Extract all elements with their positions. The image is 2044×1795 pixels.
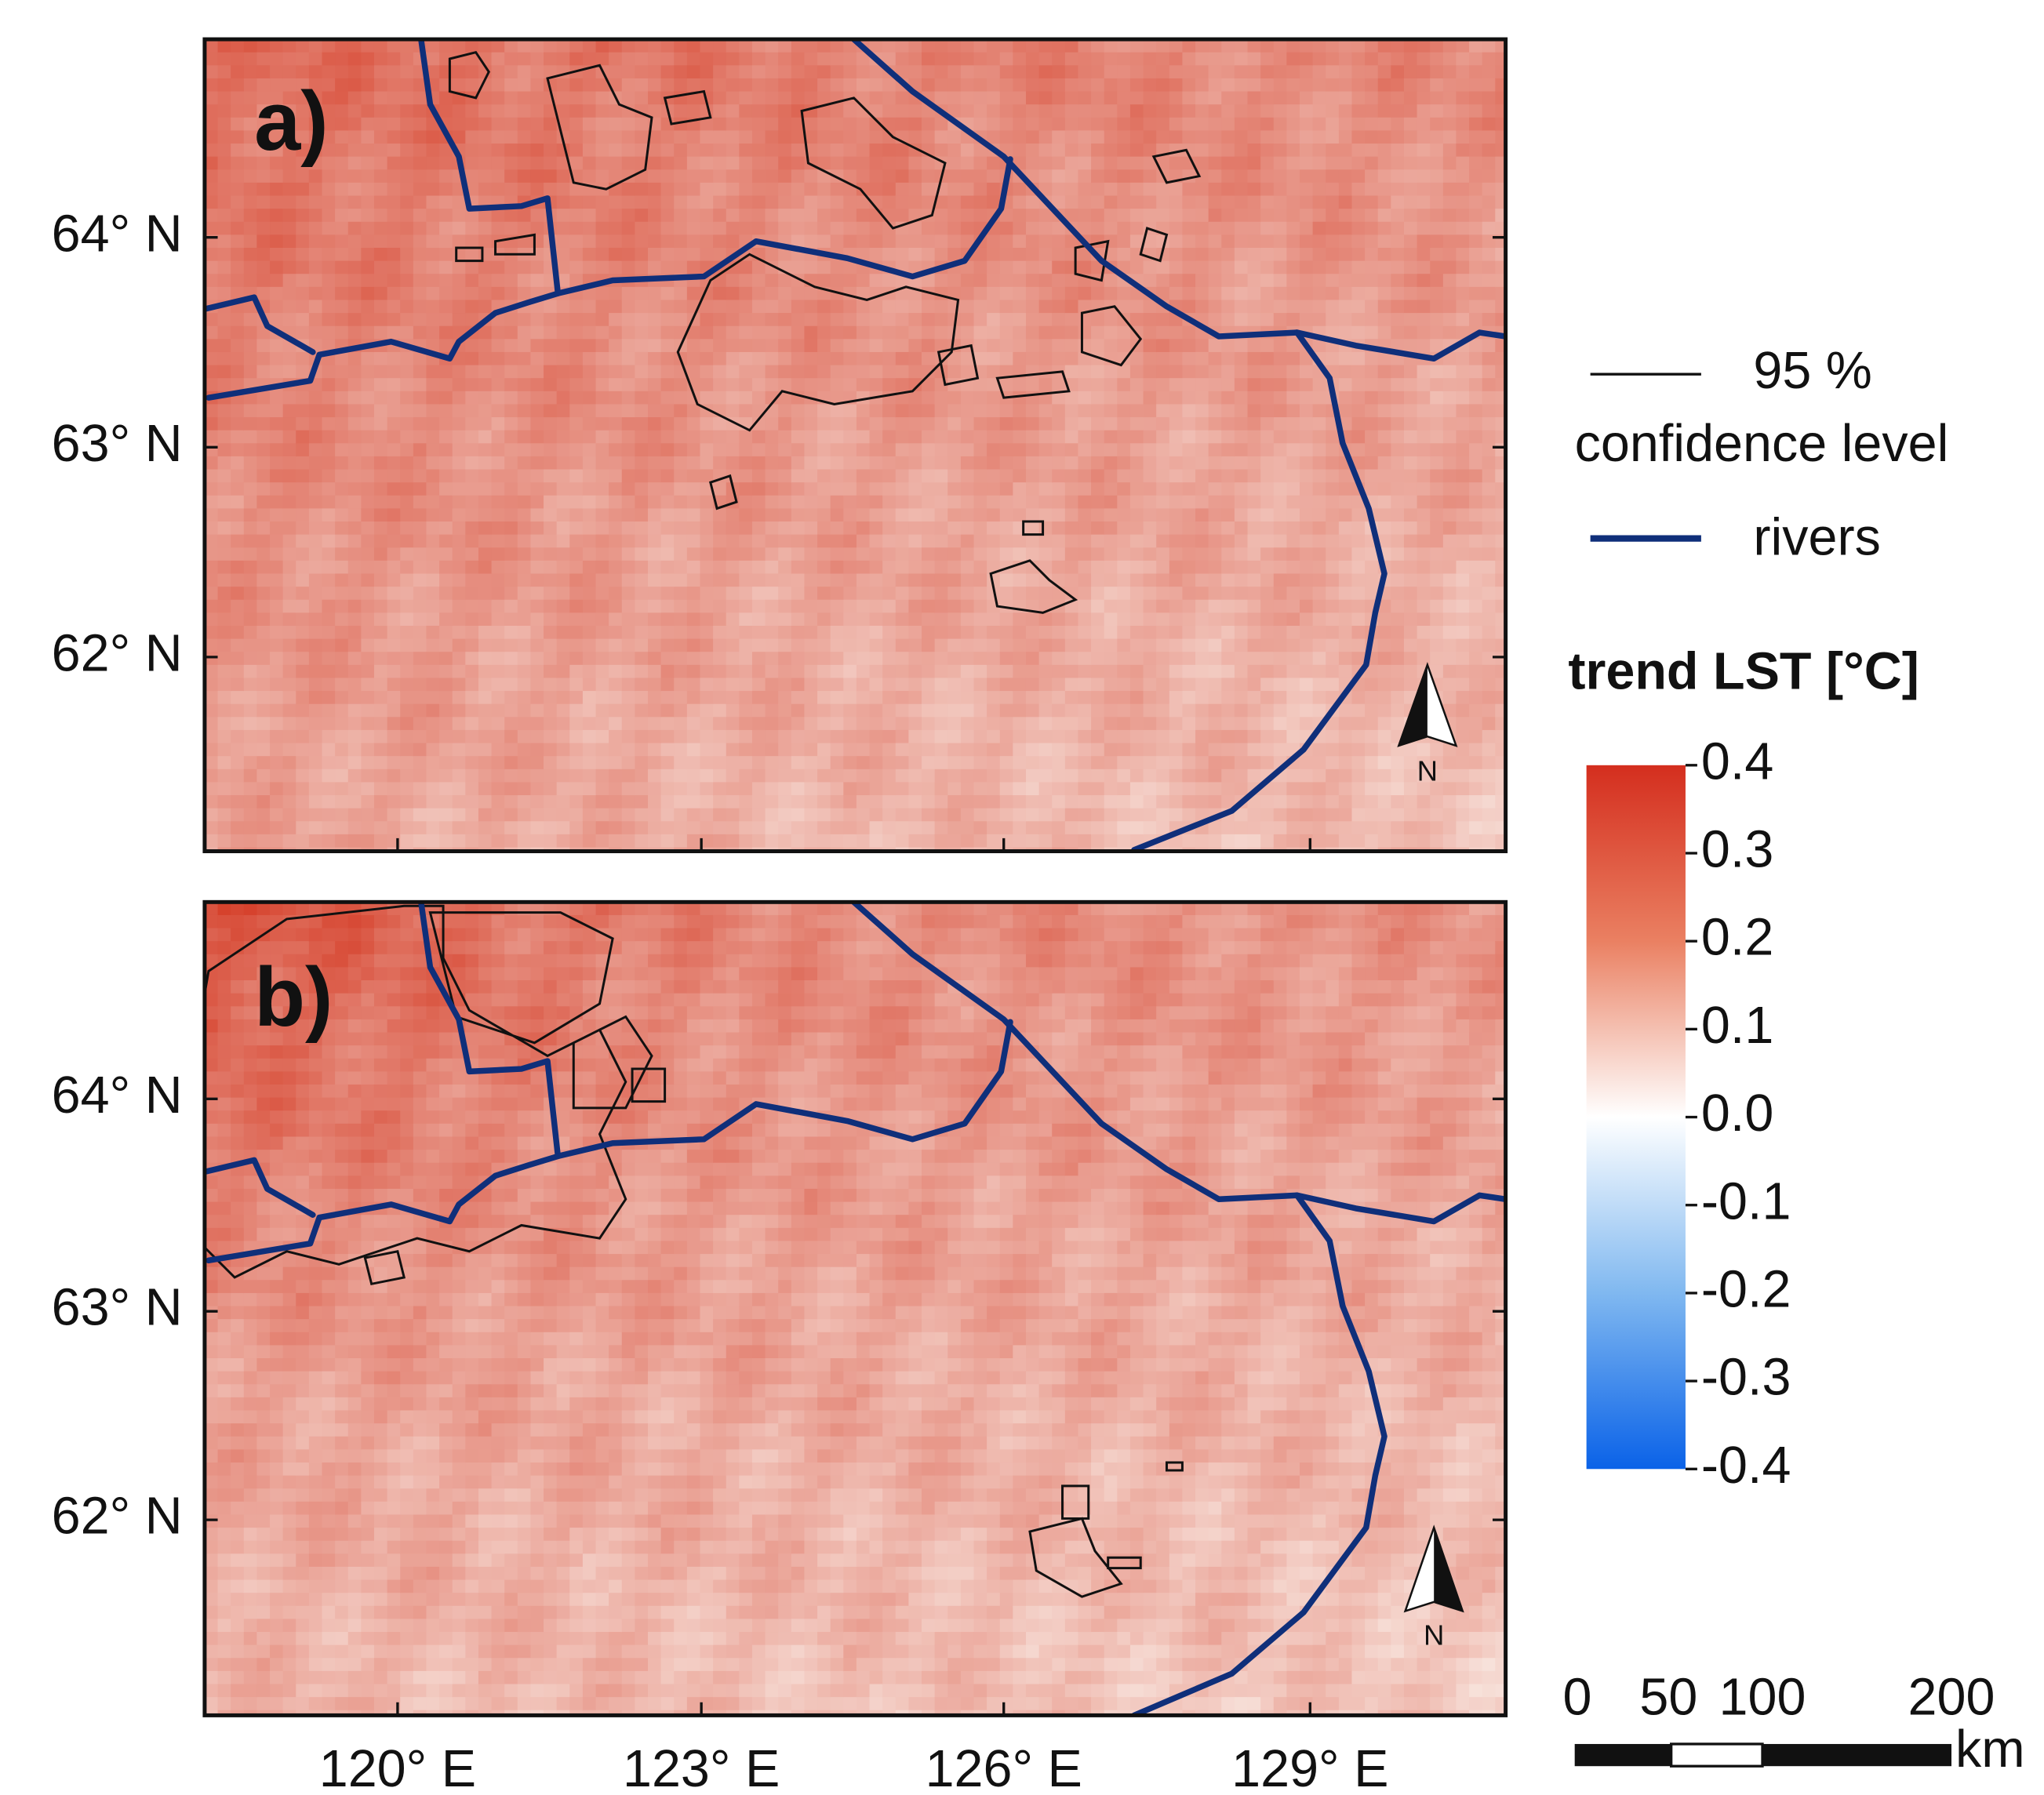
latitude-label: 62° N <box>52 1488 183 1546</box>
latitude-label: 63° N <box>52 415 183 473</box>
scale-label: 100 <box>1719 1669 1806 1727</box>
legend-label: 95 % <box>1753 342 1872 400</box>
latitude-label: 62° N <box>52 624 183 682</box>
colorbar-tick-label: 0.0 <box>1701 1085 1773 1143</box>
latitude-label: 64° N <box>52 205 183 263</box>
legend-label: confidence level <box>1575 415 1949 473</box>
north-label: N <box>1424 1619 1444 1651</box>
longitude-label: 129° E <box>1231 1740 1388 1795</box>
north-label: N <box>1417 754 1438 787</box>
colorbar-tick-label: -0.1 <box>1701 1172 1791 1230</box>
colorbar-tick-label: 0.4 <box>1701 732 1773 790</box>
colorbar-tick-label: -0.2 <box>1701 1260 1791 1318</box>
longitude-label: 120° E <box>319 1740 476 1795</box>
colorbar <box>1587 765 1686 1469</box>
scale-label: 0 <box>1563 1669 1592 1727</box>
scale-unit: km <box>1955 1721 2025 1779</box>
colorbar-tick-label: -0.4 <box>1701 1437 1791 1495</box>
colorbar-title: trend LST [°C] <box>1568 643 1919 701</box>
scale-bar <box>1575 1744 1951 1766</box>
latitude-label: 63° N <box>52 1279 183 1337</box>
latitude-label: 64° N <box>52 1066 183 1125</box>
colorbar-tick-label: 0.3 <box>1701 821 1773 879</box>
longitude-label: 126° E <box>926 1740 1082 1795</box>
legend-label: rivers <box>1753 509 1880 567</box>
scale-label: 200 <box>1908 1669 1995 1727</box>
colorbar-ticks: 0.4 0.3 0.2 0.1 0.0 -0.1 -0.2 -0.3 -0.4 <box>1686 732 1791 1494</box>
longitude-label: 123° E <box>623 1740 780 1795</box>
colorbar-tick-label: -0.3 <box>1701 1349 1791 1407</box>
colorbar-tick-label: 0.1 <box>1701 997 1773 1055</box>
panel-label: b) <box>254 950 333 1044</box>
colorbar-tick-label: 0.2 <box>1701 909 1773 967</box>
panel-label: a) <box>254 74 329 168</box>
scale-label: 50 <box>1639 1669 1697 1727</box>
